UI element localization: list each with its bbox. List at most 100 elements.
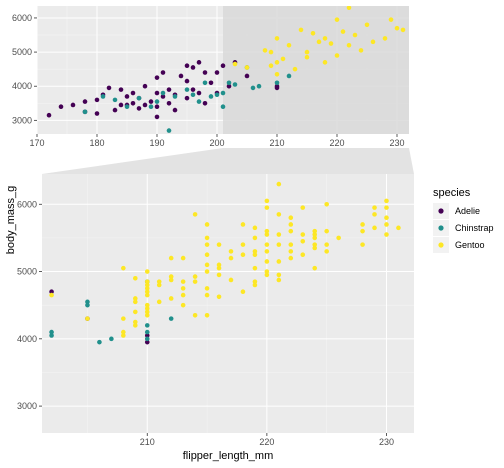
data-point-gentoo <box>324 228 329 234</box>
x-tick-label: 210 <box>269 138 284 148</box>
data-point-gentoo <box>144 269 150 274</box>
data-point-gentoo <box>370 39 376 45</box>
data-point-chinstrap <box>112 97 118 103</box>
data-point-adelie <box>190 87 196 92</box>
data-point-gentoo <box>382 36 388 41</box>
data-point-gentoo <box>322 36 328 41</box>
data-point-gentoo <box>204 235 210 241</box>
data-point-gentoo <box>334 17 340 22</box>
data-point-adelie <box>196 90 202 96</box>
overview-x-ticks: 170 180 190 200 210 220 230 <box>29 134 405 148</box>
data-point-gentoo <box>364 22 370 28</box>
data-point-gentoo <box>228 255 234 261</box>
data-point-chinstrap <box>82 109 88 115</box>
data-point-chinstrap <box>250 85 256 91</box>
data-point-adelie <box>49 289 54 295</box>
data-point-gentoo <box>268 63 274 69</box>
data-point-gentoo <box>288 215 294 221</box>
data-point-adelie <box>112 107 118 113</box>
data-point-gentoo <box>216 294 222 300</box>
data-point-adelie <box>244 73 250 79</box>
data-point-gentoo <box>384 198 389 204</box>
data-point-adelie <box>136 106 142 111</box>
data-point-gentoo <box>300 252 306 258</box>
data-point-chinstrap <box>208 94 214 99</box>
data-point-gentoo <box>372 212 377 217</box>
data-point-gentoo <box>216 242 222 247</box>
data-point-gentoo <box>276 232 282 237</box>
data-point-gentoo <box>316 39 322 45</box>
data-point-gentoo <box>292 66 298 72</box>
data-point-gentoo <box>274 71 280 77</box>
data-point-gentoo <box>132 275 138 281</box>
data-point-gentoo <box>298 27 304 33</box>
data-point-adelie <box>118 102 124 108</box>
data-point-chinstrap <box>136 95 142 101</box>
data-point-gentoo <box>312 242 318 247</box>
data-point-gentoo <box>394 25 400 31</box>
data-point-gentoo <box>396 225 401 231</box>
data-point-gentoo <box>144 306 150 311</box>
data-point-chinstrap <box>220 104 226 109</box>
data-point-chinstrap <box>144 336 150 342</box>
data-point-gentoo <box>288 242 294 247</box>
data-point-gentoo <box>264 249 270 254</box>
data-point-gentoo <box>252 252 258 258</box>
x-axis-title: flipper_length_mm <box>183 450 274 462</box>
y-tick-label: 3000 <box>12 115 32 125</box>
data-point-adelie <box>144 339 150 345</box>
data-point-adelie <box>58 104 64 109</box>
data-point-adelie <box>37 367 42 372</box>
data-point-gentoo <box>288 222 294 227</box>
data-point-adelie <box>166 87 172 92</box>
data-point-adelie <box>46 112 52 118</box>
data-point-gentoo <box>304 54 310 60</box>
data-point-gentoo <box>168 277 174 283</box>
data-point-chinstrap <box>232 82 238 87</box>
data-point-gentoo <box>180 255 186 261</box>
data-point-adelie <box>214 70 220 75</box>
y-tick-label: 4000 <box>12 81 32 91</box>
data-point-gentoo <box>324 201 329 207</box>
data-point-gentoo <box>346 42 352 48</box>
data-point-adelie <box>154 104 160 109</box>
data-point-chinstrap <box>274 80 280 86</box>
overview-y-ticks: 3000 4000 5000 6000 <box>12 13 37 125</box>
data-point-gentoo <box>144 286 150 291</box>
data-point-gentoo <box>264 259 270 264</box>
data-point-gentoo <box>121 316 126 321</box>
data-point-gentoo <box>300 205 306 210</box>
data-point-gentoo <box>85 316 90 321</box>
data-point-gentoo <box>144 309 150 315</box>
data-point-gentoo <box>132 319 138 325</box>
data-point-gentoo <box>144 289 150 295</box>
data-point-chinstrap <box>220 90 226 96</box>
data-point-gentoo <box>288 249 294 254</box>
data-point-adelie <box>160 70 166 75</box>
data-point-adelie <box>202 100 208 106</box>
data-point-adelie <box>94 97 100 103</box>
data-point-adelie <box>190 65 196 70</box>
data-point-chinstrap <box>144 323 150 328</box>
data-point-gentoo <box>346 6 352 11</box>
data-point-gentoo <box>144 282 150 288</box>
zoom-panel: 210 220 230 3000 4000 5000 6000 <box>17 174 414 447</box>
data-point-gentoo <box>49 292 54 298</box>
data-point-chinstrap <box>214 92 220 98</box>
legend-items: Adelie Chinstrap Gentoo <box>433 203 494 253</box>
x-tick-label: 170 <box>29 138 44 148</box>
data-point-adelie <box>172 107 178 113</box>
data-point-gentoo <box>288 228 294 234</box>
data-point-gentoo <box>400 27 406 33</box>
data-point-gentoo <box>276 277 282 283</box>
data-point-gentoo <box>240 222 246 227</box>
data-point-gentoo <box>168 274 174 279</box>
data-point-gentoo <box>240 252 246 258</box>
zoom-points <box>37 181 401 372</box>
x-tick-label: 220 <box>329 138 344 148</box>
data-point-gentoo <box>204 312 210 318</box>
data-point-adelie <box>37 353 42 358</box>
data-point-chinstrap <box>97 339 102 345</box>
data-point-chinstrap <box>196 99 202 104</box>
